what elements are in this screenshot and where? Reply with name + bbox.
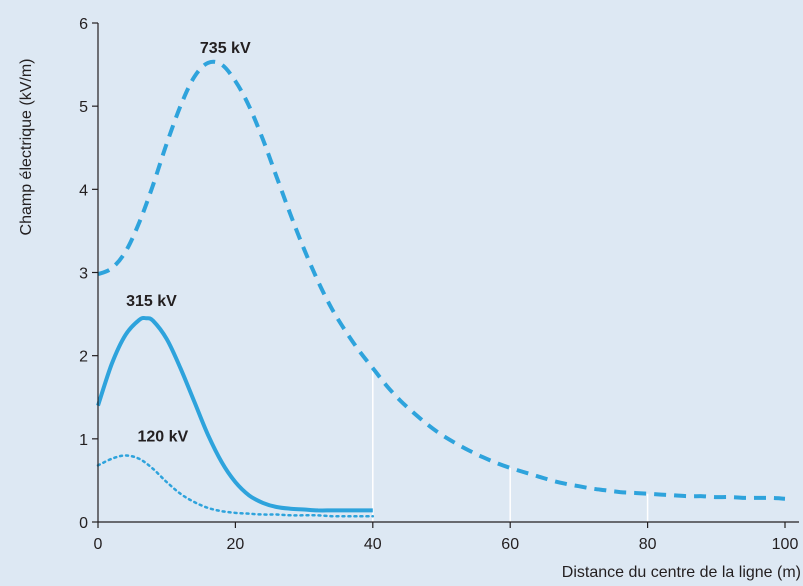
y-tick-label-4: 4	[79, 182, 88, 199]
x-tick-label-20: 20	[227, 536, 245, 553]
series-line-120-kv	[96, 454, 375, 518]
labels-layer: 735 kV 315 kV 120 kV	[126, 40, 251, 446]
x-tick-label-0: 0	[94, 536, 103, 553]
series-line-315-kv	[96, 315, 373, 513]
x-tick-label-80: 80	[639, 536, 657, 553]
y-tick-label-5: 5	[79, 99, 88, 116]
series-line-735-kv	[97, 59, 786, 501]
y-tick-label-2: 2	[79, 349, 88, 366]
reference-lines	[372, 368, 649, 522]
series-label-315-kv: 315 kV	[126, 293, 177, 310]
series-label-120-kv: 120 kV	[137, 428, 188, 445]
x-axis-title: Distance du centre de la ligne (m)	[562, 564, 801, 581]
x-tick-label-40: 40	[364, 536, 382, 553]
x-tick-label-60: 60	[501, 536, 519, 553]
y-tick-label-6: 6	[79, 16, 88, 33]
y-tick-label-3: 3	[79, 266, 88, 283]
series-layer	[96, 59, 786, 518]
y-tick-label-0: 0	[79, 515, 88, 532]
x-tick-label-100: 100	[772, 536, 799, 553]
series-label-735-kv: 735 kV	[200, 40, 251, 57]
y-tick-label-1: 1	[79, 432, 88, 449]
axes	[97, 23, 799, 523]
y-axis-title: Champ électrique (kV/m)	[18, 59, 35, 236]
